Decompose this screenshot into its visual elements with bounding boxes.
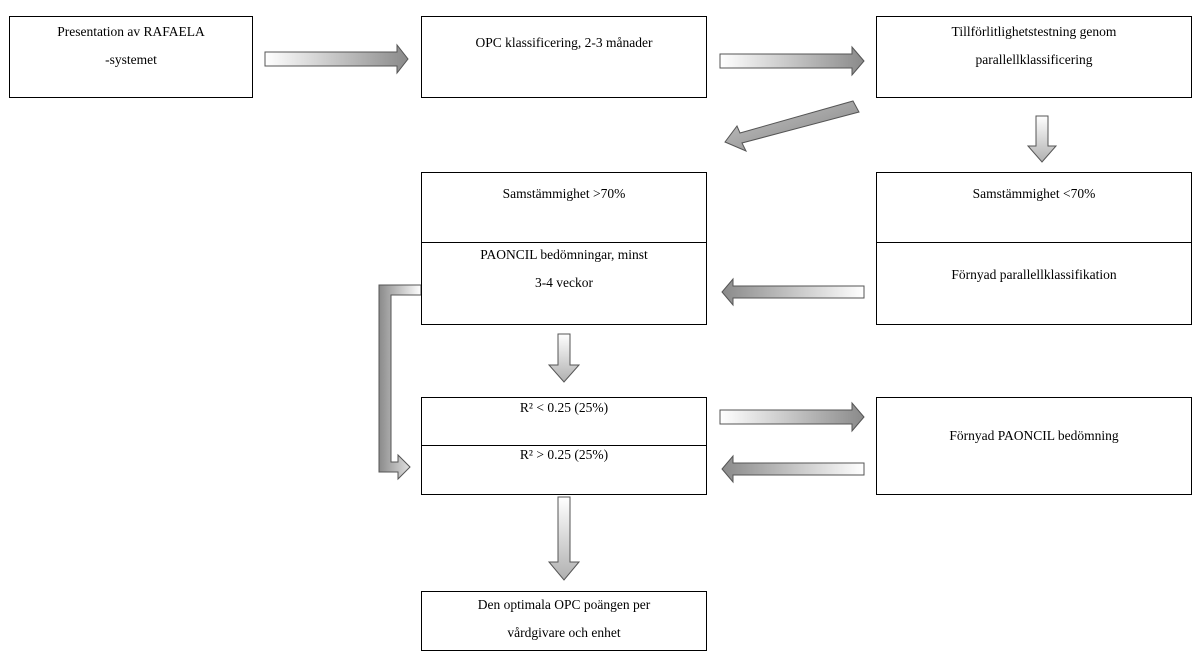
r2-split-box: R² < 0.25 (25%) R² > 0.25 (25%): [421, 397, 707, 495]
arrow-renewed-paoncil-to-r2-high: [721, 454, 865, 484]
presentation-box: Presentation av RAFAELA -systemet: [9, 16, 253, 98]
presentation-text: Presentation av RAFAELA -systemet: [57, 24, 205, 67]
r2-high-text: R² > 0.25 (25%): [519, 447, 609, 462]
agreement-low-cell: Samstämmighet <70%: [877, 173, 1191, 242]
agreement-high-text: Samstämmighet >70%: [502, 186, 626, 201]
opc-classification-text: OPC klassificering, 2-3 månader: [475, 35, 653, 50]
r2-low-cell: R² < 0.25 (25%): [422, 398, 706, 445]
arrow-opc-to-reliability: [719, 45, 865, 77]
r2-high-cell: R² > 0.25 (25%): [422, 445, 706, 494]
paoncil-split-box: Samstämmighet >70% PAONCIL bedömningar, …: [421, 172, 707, 325]
agreement-low-text: Samstämmighet <70%: [972, 186, 1096, 201]
paoncil-assessments-text: PAONCIL bedömningar, minst 3-4 veckor: [480, 247, 648, 290]
arrow-r2-low-to-renewed-paoncil: [719, 401, 865, 433]
arrow-paoncil-to-r2-high-elbow: [378, 284, 422, 481]
opc-classification-box: OPC klassificering, 2-3 månader: [421, 16, 707, 98]
r2-low-text: R² < 0.25 (25%): [519, 400, 609, 415]
renewed-paoncil-box: Förnyad PAONCIL bedömning: [876, 397, 1192, 495]
arrow-reliability-to-agreement-high: [724, 100, 860, 152]
arrow-r2-to-optimal-opc: [547, 496, 581, 581]
arrow-presentation-to-opc: [264, 43, 409, 75]
arrow-renewed-parallel-to-paoncil: [721, 277, 865, 307]
reliability-test-text: Tillförlitlighetstestning genom parallel…: [951, 24, 1117, 67]
agreement-high-cell: Samstämmighet >70%: [422, 173, 706, 242]
arrow-paoncil-to-r2: [547, 333, 581, 383]
agreement-low-split-box: Samstämmighet <70% Förnyad parallellklas…: [876, 172, 1192, 325]
arrow-reliability-to-agreement-low: [1026, 115, 1058, 163]
reliability-test-box: Tillförlitlighetstestning genom parallel…: [876, 16, 1192, 98]
optimal-opc-text: Den optimala OPC poängen per vårdgivare …: [477, 597, 651, 640]
renewed-parallel-text: Förnyad parallellklassifikation: [951, 267, 1117, 282]
renewed-parallel-cell: Förnyad parallellklassifikation: [877, 242, 1191, 324]
paoncil-assessments-cell: PAONCIL bedömningar, minst 3-4 veckor: [422, 242, 706, 324]
renewed-paoncil-text: Förnyad PAONCIL bedömning: [949, 428, 1119, 443]
optimal-opc-box: Den optimala OPC poängen per vårdgivare …: [421, 591, 707, 651]
